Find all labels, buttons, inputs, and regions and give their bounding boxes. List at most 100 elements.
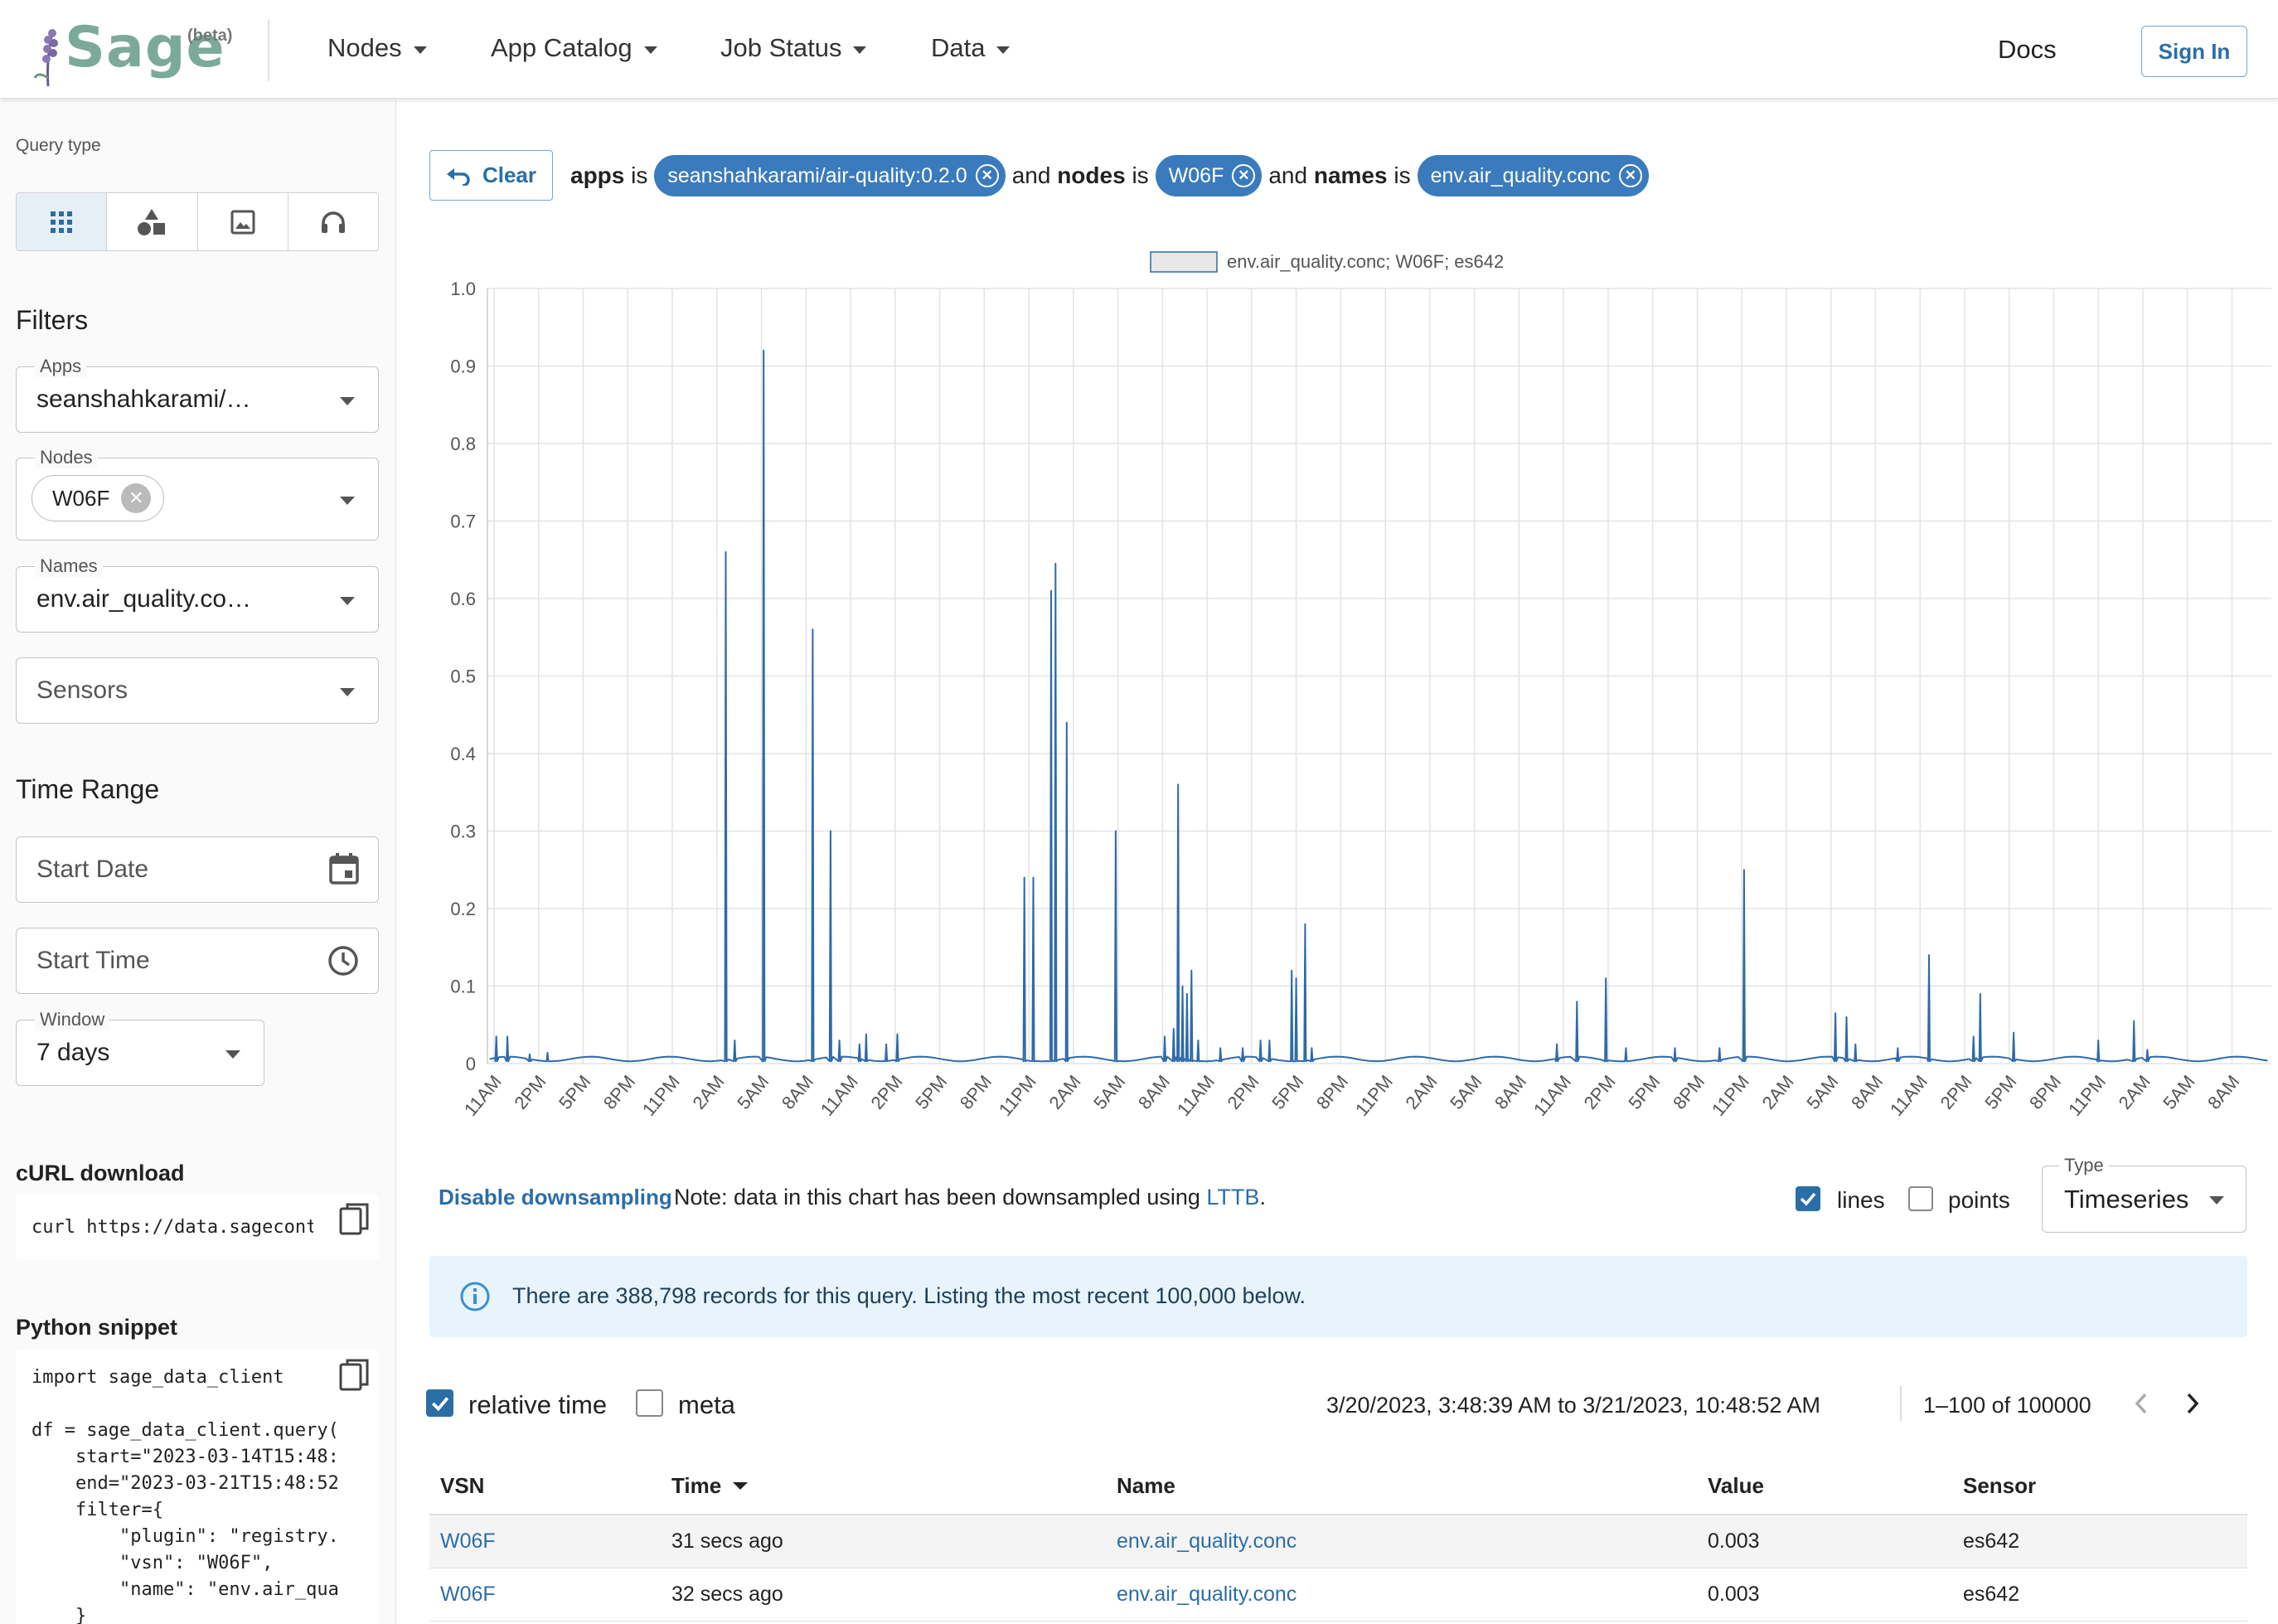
lttb-link[interactable]: LTTB: [1206, 1185, 1260, 1210]
name-link[interactable]: env.air_quality.conc: [1117, 1583, 1297, 1606]
column-header-vsn[interactable]: VSN: [440, 1472, 485, 1498]
nav-nodes[interactable]: Nodes: [327, 33, 427, 63]
meta-checkbox[interactable]: [636, 1389, 663, 1417]
sage-logo[interactable]: Sage (beta): [30, 15, 245, 87]
relative-time-label: relative time: [468, 1390, 608, 1419]
code-line: [32, 1391, 379, 1418]
docs-link[interactable]: Docs: [1998, 35, 2057, 64]
code-line: "vsn": "W06F",: [32, 1553, 274, 1573]
query-type-images[interactable]: [198, 193, 288, 250]
is-word: is: [631, 162, 648, 188]
clock-icon[interactable]: [327, 944, 360, 977]
value-cell: 0.003: [1708, 1529, 1760, 1553]
nodes-select[interactable]: Nodes W06F ✕: [16, 447, 379, 541]
nav-data[interactable]: Data: [931, 33, 1011, 63]
code-line: import sage_data_client: [32, 1367, 284, 1388]
vsn-link[interactable]: W06F: [440, 1583, 496, 1606]
name-link[interactable]: env.air_quality.conc: [1117, 1529, 1297, 1553]
clear-button[interactable]: Clear: [429, 150, 553, 201]
chevron-down-icon: [225, 1050, 240, 1059]
table-controls: relative time meta 3/20/2023, 3:48:39 AM…: [423, 1374, 2255, 1433]
copy-icon[interactable]: [339, 1202, 371, 1239]
sensor-cell: es642: [1963, 1529, 2020, 1553]
relative-time-checkbox[interactable]: [426, 1389, 453, 1417]
x-tick-label: 5AM: [1089, 1071, 1129, 1113]
column-header-value[interactable]: Value: [1708, 1472, 1764, 1498]
curl-heading: cURL download: [16, 1161, 185, 1185]
chevron-down-icon: [996, 46, 1011, 54]
y-tick-label: 0: [466, 1054, 476, 1074]
sensors-select[interactable]: Sensors: [16, 657, 379, 724]
column-header-sensor[interactable]: Sensor: [1963, 1472, 2037, 1498]
close-icon[interactable]: ✕: [1618, 164, 1642, 187]
chevron-left-icon[interactable]: [2132, 1391, 2152, 1416]
query-type-timeseries[interactable]: [17, 193, 108, 250]
legend-swatch: [1150, 251, 1218, 273]
x-tick-label: 11AM: [1529, 1071, 1575, 1120]
window-select[interactable]: Window 7 days: [16, 1009, 264, 1086]
x-tick-label: 5PM: [555, 1071, 594, 1113]
column-header-time[interactable]: Time: [671, 1457, 749, 1514]
x-tick-label: 2AM: [2115, 1071, 2154, 1113]
curl-snippet[interactable]: curl https://data.sagecontinuum.org: [32, 1217, 313, 1238]
y-tick-label: 0.2: [450, 899, 476, 919]
time-cell: 32 secs ago: [671, 1583, 783, 1606]
chart-type-select[interactable]: Type Timeseries: [2042, 1155, 2246, 1233]
x-tick-label: 11AM: [1173, 1071, 1219, 1120]
chevron-right-icon[interactable]: [2182, 1391, 2202, 1416]
meta-label: meta: [678, 1390, 735, 1419]
nav-job-status[interactable]: Job Status: [720, 33, 867, 63]
points-label: points: [1948, 1187, 2010, 1213]
y-tick-label: 1.0: [450, 279, 476, 299]
calendar-icon[interactable]: [328, 852, 360, 885]
x-tick-label: 5AM: [1446, 1071, 1486, 1113]
points-checkbox[interactable]: [1908, 1186, 1933, 1211]
apps-select[interactable]: Apps seanshahkarami/…: [16, 356, 379, 433]
x-tick-label: 2PM: [1223, 1071, 1263, 1113]
chevron-down-icon: [643, 46, 657, 54]
timeseries-chart[interactable]: env.air_quality.conc; W06F; es642 0 0.1 0.2…: [414, 240, 2271, 1152]
info-banner: There are 388,798 records for this query…: [429, 1256, 2247, 1337]
info-icon: [460, 1282, 490, 1311]
code-line: end="2023-03-21T15:48:52: [32, 1473, 339, 1494]
copy-icon[interactable]: [339, 1358, 371, 1394]
close-icon[interactable]: ✕: [975, 164, 999, 187]
python-heading: Python snippet: [16, 1315, 177, 1340]
nav-app-catalog[interactable]: App Catalog: [491, 33, 657, 63]
sort-desc-icon: [733, 1482, 749, 1490]
disable-downsampling-link[interactable]: Disable downsampling: [439, 1185, 672, 1210]
vsn-link[interactable]: W06F: [440, 1529, 496, 1553]
x-tick-label: 8PM: [1312, 1071, 1352, 1113]
code-line: "plugin": "registry.: [32, 1526, 339, 1547]
lines-checkbox[interactable]: [1796, 1186, 1820, 1211]
query-type-objects[interactable]: [107, 193, 198, 250]
beta-badge: (beta): [187, 27, 233, 45]
chart-options: Disable downsampling Note: data in this …: [429, 1165, 2278, 1248]
chevron-down-icon: [413, 46, 427, 54]
python-snippet[interactable]: import sage_data_client df = sage_data_c…: [32, 1365, 379, 1624]
close-icon[interactable]: ✕: [121, 483, 152, 513]
names-select[interactable]: Names env.air_quality.co…: [16, 555, 379, 633]
start-time-input[interactable]: Start Time: [16, 928, 379, 994]
nodes-chip-label: W06F: [1168, 163, 1224, 187]
column-header-name[interactable]: Name: [1117, 1472, 1175, 1498]
node-chip-label: W06F: [52, 485, 110, 511]
sign-in-button[interactable]: Sign In: [2141, 26, 2247, 77]
node-chip: W06F ✕: [32, 475, 164, 521]
sensor-cell: es642: [1963, 1583, 2020, 1606]
x-tick-label: 2AM: [688, 1071, 728, 1113]
is-word: is: [1132, 162, 1149, 188]
start-date-input[interactable]: Start Date: [16, 836, 379, 903]
lavender-icon: [33, 29, 58, 87]
chevron-down-icon: [340, 497, 355, 505]
type-label: Type: [2059, 1155, 2109, 1176]
start-date-placeholder: Start Date: [36, 856, 149, 883]
nodes-label: Nodes: [35, 447, 98, 468]
note-prefix: Note: data in this chart has been downsa…: [674, 1185, 1200, 1210]
close-icon[interactable]: ✕: [1232, 164, 1256, 187]
time-cell: 31 secs ago: [671, 1529, 783, 1553]
series-line: [489, 349, 2268, 1063]
x-tick-label: 11PM: [995, 1071, 1040, 1120]
headphones-icon: [321, 211, 345, 233]
query-type-audio[interactable]: [288, 193, 378, 250]
